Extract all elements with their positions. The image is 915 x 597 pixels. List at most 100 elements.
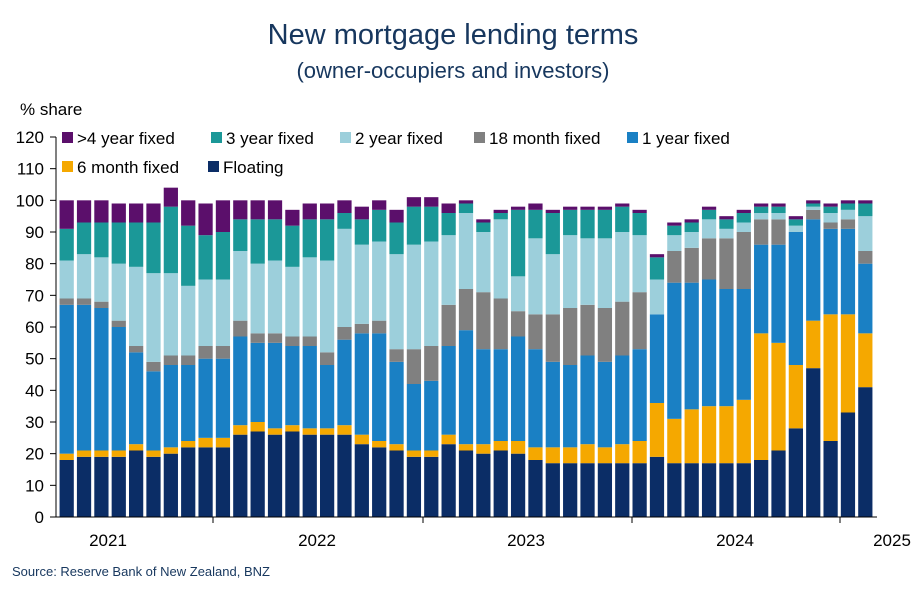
y-tick-label: 60	[25, 318, 44, 337]
bar-segment-1-year-fixed	[181, 365, 196, 441]
bar-segment-1-year-fixed	[285, 346, 300, 426]
bar-segment-1-year-fixed	[458, 330, 474, 445]
bar-segment--4-year-fixed	[840, 200, 856, 204]
bar-segment-floating	[493, 450, 508, 517]
bar-segment--4-year-fixed	[302, 203, 317, 220]
bar-segment--4-year-fixed	[458, 200, 474, 204]
bar-segment-6-month-fixed	[59, 453, 74, 460]
bar-segment-2-year-fixed	[528, 238, 543, 315]
bar-segment-floating	[354, 444, 369, 517]
bar-segment-floating	[337, 434, 352, 517]
bar-segment-6-month-fixed	[406, 450, 422, 457]
bar-segment-6-month-fixed	[424, 450, 439, 457]
bar-segment-18-month-fixed	[250, 333, 265, 343]
bar-segment-18-month-fixed	[858, 251, 873, 264]
bar-segment-18-month-fixed	[493, 298, 508, 350]
bar-segment-3-year-fixed	[111, 222, 126, 264]
bar-segment-6-month-fixed	[198, 437, 213, 448]
bar-segment-1-year-fixed	[754, 244, 769, 334]
bar-segment-6-month-fixed	[510, 441, 526, 454]
bar-segment-floating	[771, 450, 786, 517]
legend-label: 3 year fixed	[226, 129, 314, 148]
bar-segment-floating	[59, 460, 74, 517]
bar-segment--4-year-fixed	[59, 200, 74, 229]
y-tick-label: 90	[25, 223, 44, 242]
bar-segment-floating	[840, 412, 856, 517]
bar-segment-2-year-fixed	[684, 232, 699, 248]
bar-segment-3-year-fixed	[458, 203, 474, 213]
y-tick-label: 50	[25, 350, 44, 369]
bar-segment-2-year-fixed	[129, 266, 144, 346]
bar-segment-2-year-fixed	[580, 238, 595, 305]
bar-segment-2-year-fixed	[233, 251, 248, 321]
bar-segment-1-year-fixed	[76, 304, 92, 451]
bar-segment-18-month-fixed	[406, 349, 422, 384]
bar-segment-1-year-fixed	[597, 361, 613, 448]
bar-segment-3-year-fixed	[736, 213, 751, 223]
x-tick-label: 2024	[716, 531, 754, 550]
bar-segment-3-year-fixed	[719, 219, 734, 229]
bar-segment-18-month-fixed	[771, 219, 786, 245]
bar-segment-1-year-fixed	[493, 349, 508, 441]
bar-segment-2-year-fixed	[198, 279, 213, 346]
bar-segment--4-year-fixed	[754, 203, 769, 207]
bar-segment-1-year-fixed	[59, 304, 74, 454]
bar-segment-2-year-fixed	[302, 257, 317, 337]
bar-segment-floating	[632, 463, 647, 517]
bar-segment-1-year-fixed	[406, 384, 422, 451]
bar-segment--4-year-fixed	[389, 209, 404, 223]
bar-segment-3-year-fixed	[788, 219, 803, 226]
bar-segment-6-month-fixed	[615, 444, 630, 464]
bar-segment--4-year-fixed	[441, 203, 456, 213]
bar-segment-floating	[858, 387, 873, 517]
x-tick-label: 2021	[89, 531, 127, 550]
bar-segment-2-year-fixed	[632, 235, 647, 293]
bar-segment-6-month-fixed	[319, 428, 335, 435]
bar-segment-1-year-fixed	[233, 336, 248, 426]
bar-segment-18-month-fixed	[667, 251, 682, 283]
bar-segment-1-year-fixed	[337, 339, 352, 426]
bar-segment-18-month-fixed	[684, 247, 699, 283]
bar-segment-3-year-fixed	[406, 206, 422, 245]
bar-segment-2-year-fixed	[563, 235, 578, 308]
bar-segment-3-year-fixed	[476, 222, 491, 232]
bar-segment-floating	[736, 463, 751, 517]
bar-segment--4-year-fixed	[129, 203, 144, 223]
bar-segment-3-year-fixed	[59, 228, 74, 261]
bar-segment-floating	[94, 456, 109, 517]
bar-segment--4-year-fixed	[736, 209, 751, 213]
bar-segment--4-year-fixed	[649, 254, 665, 258]
bar-segment--4-year-fixed	[181, 200, 196, 226]
bar-segment--4-year-fixed	[510, 206, 526, 210]
bar-segment--4-year-fixed	[493, 209, 508, 213]
legend-swatch	[627, 132, 638, 143]
bar-segment-18-month-fixed	[632, 292, 647, 350]
bar-segment-3-year-fixed	[858, 203, 873, 217]
bar-segment--4-year-fixed	[719, 216, 734, 220]
bar-segment-3-year-fixed	[563, 209, 578, 236]
bar-segment-floating	[545, 463, 560, 517]
bar-segment-1-year-fixed	[632, 349, 647, 441]
bar-segment-6-month-fixed	[632, 441, 647, 464]
chart-title: New mortgage lending terms	[268, 19, 639, 51]
bar-segment-18-month-fixed	[389, 349, 404, 362]
bar-segment-floating	[580, 463, 595, 517]
bar-segment--4-year-fixed	[771, 203, 786, 207]
bar-segment-6-month-fixed	[563, 447, 578, 464]
bar-segment--4-year-fixed	[94, 200, 109, 223]
bar-segment-3-year-fixed	[319, 219, 335, 261]
bar-segment-floating	[319, 434, 335, 517]
bar-segment-1-year-fixed	[719, 289, 734, 407]
bar-segment--4-year-fixed	[563, 206, 578, 210]
bar-segment-2-year-fixed	[615, 232, 630, 302]
bar-segment-1-year-fixed	[267, 342, 283, 429]
bar-segment-6-month-fixed	[337, 425, 352, 435]
bar-segment-3-year-fixed	[840, 203, 856, 210]
bar-segment-6-month-fixed	[354, 434, 369, 445]
bar-segment-6-month-fixed	[111, 450, 126, 457]
bar-segment-3-year-fixed	[493, 213, 508, 220]
bar-segment-3-year-fixed	[580, 209, 595, 239]
bar-segment-floating	[129, 450, 144, 517]
bar-segment-2-year-fixed	[441, 235, 456, 305]
bar-segment-6-month-fixed	[545, 447, 560, 464]
